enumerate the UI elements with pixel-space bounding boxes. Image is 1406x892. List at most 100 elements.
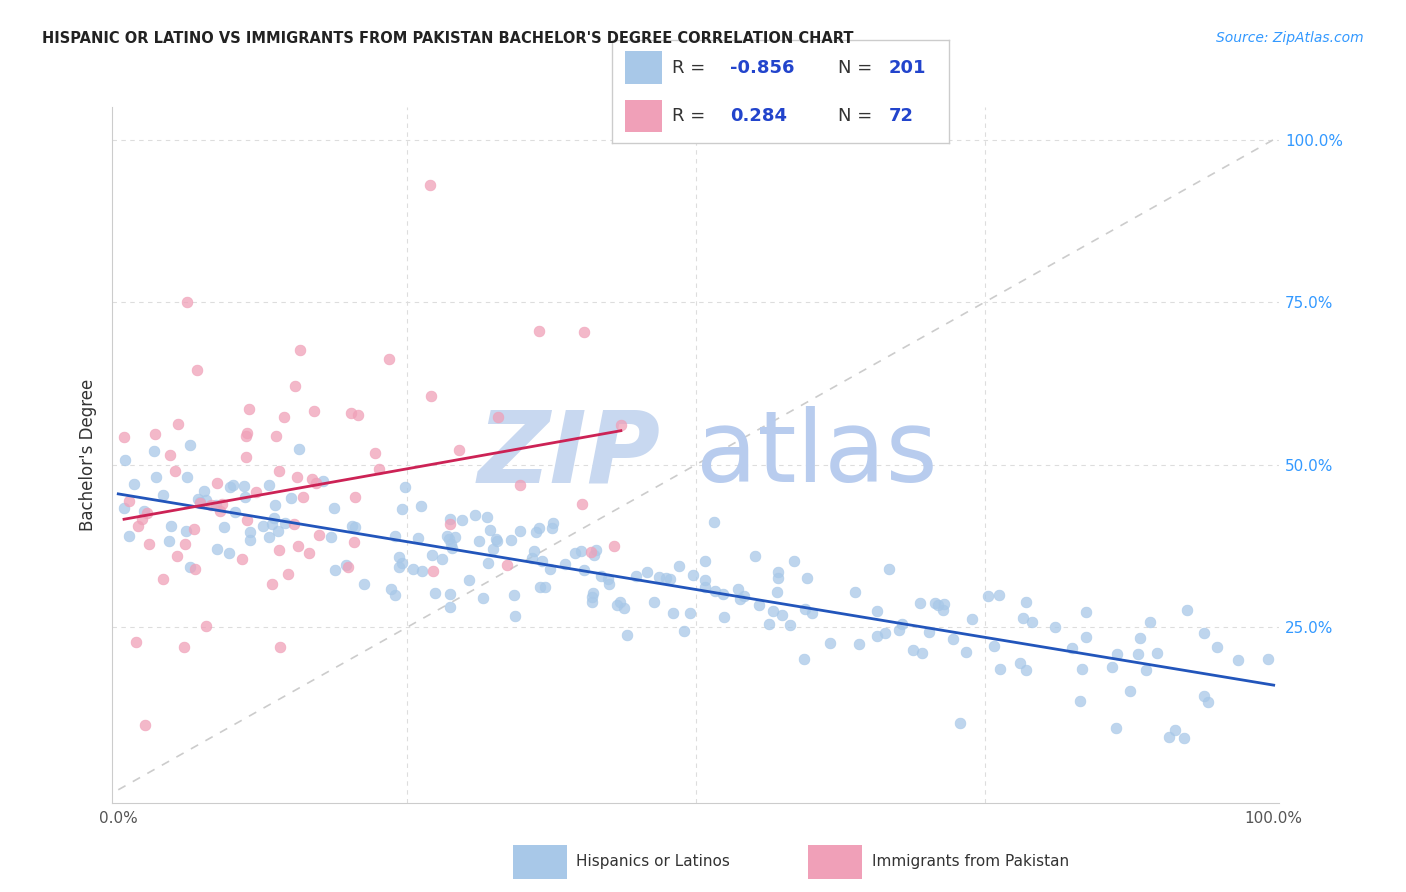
- Point: [598, 576, 620, 591]
- Point: [942, 632, 965, 647]
- Point: [875, 625, 897, 640]
- Point: [127, 519, 149, 533]
- Point: [280, 491, 302, 506]
- Point: [574, 563, 596, 577]
- Point: [145, 470, 167, 484]
- Point: [949, 715, 972, 730]
- Point: [541, 516, 564, 531]
- Point: [218, 480, 240, 494]
- Point: [616, 627, 638, 641]
- Point: [337, 560, 360, 574]
- Point: [901, 642, 924, 657]
- Point: [1146, 646, 1168, 660]
- Point: [793, 652, 815, 666]
- Point: [183, 522, 205, 536]
- Point: [353, 576, 375, 591]
- Point: [1074, 605, 1097, 619]
- Point: [695, 553, 717, 567]
- Point: [911, 646, 934, 660]
- Point: [1194, 689, 1216, 703]
- Point: [648, 570, 671, 584]
- Point: [125, 634, 148, 648]
- Point: [713, 609, 735, 624]
- Point: [1071, 662, 1094, 676]
- Point: [301, 472, 323, 486]
- Point: [179, 559, 201, 574]
- Point: [585, 543, 607, 558]
- Point: [482, 542, 505, 557]
- Point: [1139, 615, 1161, 629]
- Point: [264, 429, 287, 443]
- Point: [503, 608, 526, 623]
- Point: [527, 324, 550, 338]
- Point: [887, 623, 910, 637]
- Point: [269, 640, 291, 655]
- Point: [477, 557, 499, 571]
- Text: N =: N =: [838, 107, 872, 125]
- Point: [439, 587, 461, 601]
- Point: [1021, 615, 1043, 630]
- Point: [122, 477, 145, 491]
- Point: [209, 504, 232, 518]
- Point: [451, 513, 474, 527]
- Point: [298, 546, 321, 560]
- Point: [173, 640, 195, 654]
- Point: [335, 558, 357, 573]
- Point: [231, 551, 253, 566]
- Point: [304, 403, 326, 417]
- Point: [200, 498, 222, 512]
- Point: [927, 599, 949, 613]
- Point: [420, 389, 443, 403]
- Point: [190, 495, 212, 509]
- Point: [235, 450, 257, 464]
- Point: [236, 426, 259, 441]
- Point: [186, 363, 208, 377]
- Point: [277, 567, 299, 582]
- Point: [444, 530, 467, 544]
- Point: [388, 560, 411, 574]
- Point: [1045, 620, 1067, 634]
- Point: [1015, 663, 1038, 677]
- Point: [321, 530, 343, 544]
- Point: [591, 568, 613, 582]
- Point: [138, 537, 160, 551]
- Point: [419, 178, 441, 192]
- Point: [609, 595, 631, 609]
- Point: [179, 438, 201, 452]
- Point: [235, 429, 257, 443]
- Point: [135, 506, 157, 520]
- Point: [409, 499, 432, 513]
- Point: [541, 521, 564, 535]
- Point: [176, 295, 198, 310]
- Point: [703, 583, 725, 598]
- Point: [534, 580, 557, 594]
- Point: [477, 510, 499, 524]
- Point: [152, 573, 174, 587]
- Point: [420, 548, 443, 562]
- Point: [323, 563, 346, 577]
- Point: [554, 558, 576, 572]
- Point: [636, 565, 658, 579]
- Point: [472, 591, 495, 605]
- Point: [188, 494, 211, 508]
- Point: [770, 608, 793, 623]
- Point: [571, 497, 593, 511]
- Point: [977, 589, 1000, 603]
- Point: [1069, 694, 1091, 708]
- Point: [273, 410, 295, 425]
- Point: [288, 442, 311, 456]
- Point: [236, 513, 259, 527]
- Point: [432, 552, 454, 566]
- Point: [440, 541, 463, 556]
- Point: [263, 498, 285, 512]
- Point: [311, 474, 333, 488]
- Point: [918, 625, 941, 640]
- Point: [1129, 631, 1152, 645]
- Point: [439, 512, 461, 526]
- Point: [678, 606, 700, 620]
- Point: [1159, 730, 1181, 744]
- Point: [458, 573, 481, 587]
- Point: [983, 640, 1005, 654]
- Text: -0.856: -0.856: [730, 59, 794, 77]
- Point: [908, 596, 931, 610]
